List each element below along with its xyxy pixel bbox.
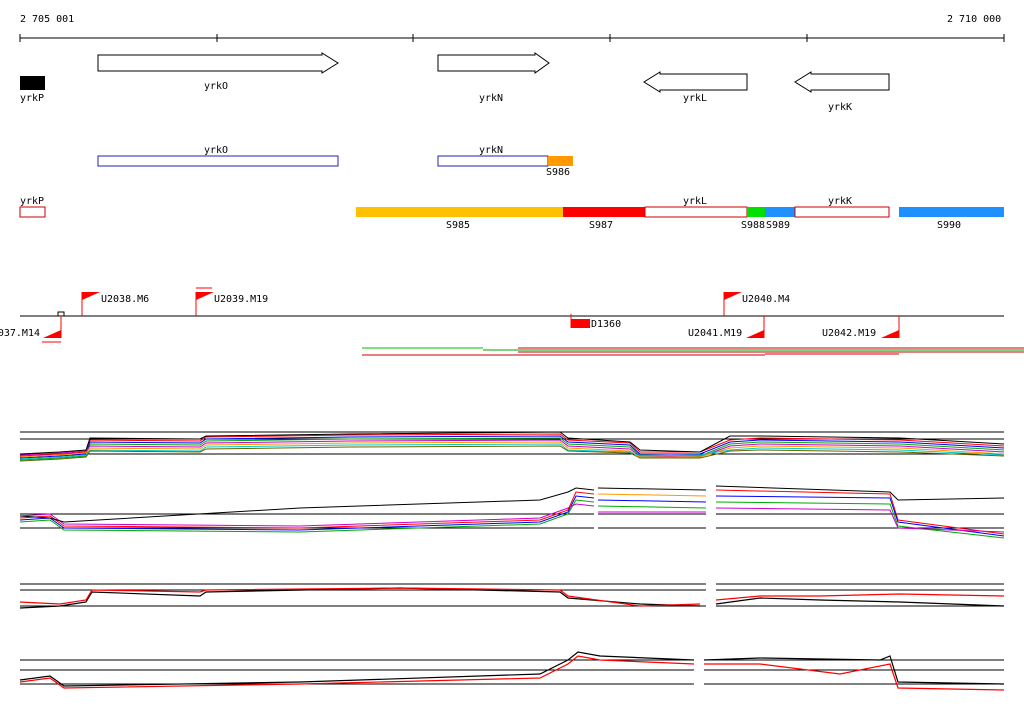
gene-yrkN[interactable] — [437, 52, 550, 74]
segment-S986[interactable] — [548, 156, 573, 166]
gene-label-yrkL: yrkL — [683, 93, 707, 104]
gene-yrkP[interactable] — [20, 76, 45, 90]
expression-curve — [19, 443, 1005, 460]
gene-yrkK[interactable] — [794, 71, 890, 93]
expression-curve — [19, 445, 1005, 462]
promoter-track: U2038.M6 U2039.M19 U2040.M4 U2041.M19 U2… — [0, 287, 1004, 343]
segment-track: yrkP S985 S987 yrkL S988 S989 yrkK S990 — [19, 196, 1004, 231]
flag-icon — [196, 292, 214, 300]
expression-curve — [19, 495, 595, 531]
promoter-label: U2040.M4 — [742, 294, 790, 305]
expression-curve — [19, 487, 595, 523]
expression-curve — [19, 441, 1005, 458]
expression-curve — [19, 491, 595, 529]
segment-label-S988: S988 — [741, 220, 765, 231]
expression-curve — [19, 439, 1005, 458]
expression-curve — [19, 499, 595, 533]
expression-mean-curve — [703, 655, 1005, 685]
segment-S987[interactable] — [563, 207, 645, 217]
segment-label-S985: S985 — [446, 220, 470, 231]
ruler-start-label: 2 705 001 — [20, 14, 74, 25]
expression-curve — [19, 431, 1005, 455]
flag-icon — [43, 330, 61, 338]
promoter-label: U2037.M14 — [0, 328, 40, 339]
segment-S985[interactable] — [356, 207, 563, 217]
coordinate-ruler: 2 705 001 2 710 000 — [19, 14, 1005, 42]
gene-label-yrkK: yrkK — [828, 102, 852, 113]
cds-yrkO[interactable] — [97, 155, 339, 167]
promoter-label: U2041.M19 — [688, 328, 742, 339]
promoter-U2038.M6[interactable]: U2038.M6 — [81, 292, 149, 316]
expression-curve — [715, 485, 1005, 501]
utr-yrkP[interactable] — [19, 206, 46, 218]
promoter-label: U2039.M19 — [214, 294, 268, 305]
segment-S989[interactable] — [765, 207, 795, 217]
expression-alt-curve — [19, 587, 701, 607]
expression-mean-curve — [19, 587, 701, 609]
flag-icon — [82, 292, 100, 300]
expression-curve — [715, 507, 1005, 533]
expression-curve — [715, 489, 1005, 535]
ruler-end-label: 2 710 000 — [947, 14, 1001, 25]
expression-curve — [597, 505, 707, 509]
expression-curve — [19, 503, 595, 527]
utr-yrkL[interactable] — [644, 206, 748, 218]
promoter-U2037.M14[interactable]: U2037.M14 — [0, 316, 62, 343]
expression-curve — [715, 501, 1005, 539]
segment-S990[interactable] — [899, 207, 1004, 217]
segment-label-S989: S989 — [766, 220, 790, 231]
gene-yrkO[interactable] — [97, 52, 339, 74]
cds-yrkN[interactable] — [437, 155, 549, 167]
expression-curve — [715, 495, 1005, 537]
utr-label-yrkK: yrkK — [828, 196, 852, 207]
expression-panel-forward-mean — [19, 583, 1005, 609]
promoter-U2039.M19[interactable]: U2039.M19 — [195, 287, 268, 316]
segment-label-S987: S987 — [589, 220, 613, 231]
promoter-signal-step — [20, 311, 65, 317]
flag-icon — [746, 330, 764, 338]
cds-label-yrkO: yrkO — [204, 145, 228, 156]
gene-yrkL[interactable] — [643, 71, 748, 93]
cds-track: yrkO yrkN S986 — [97, 145, 573, 178]
expression-panel-reverse-mean — [19, 651, 1005, 691]
utr-label-yrkP: yrkP — [20, 196, 44, 207]
expression-alt-curve — [715, 593, 1005, 601]
expression-curve — [597, 499, 707, 503]
expression-curve — [19, 433, 1005, 457]
gene-label-yrkO: yrkO — [204, 81, 228, 92]
expression-alt-curve — [19, 655, 695, 689]
promoter-label: U2038.M6 — [101, 294, 149, 305]
segment-S988[interactable] — [747, 207, 765, 217]
segment-label-S986: S986 — [546, 167, 570, 178]
promoter-U2042.M19[interactable]: U2042.M19 — [822, 316, 900, 339]
expression-alt-curve — [704, 663, 1005, 691]
flag-icon — [881, 330, 899, 338]
segment-label-S990: S990 — [937, 220, 961, 231]
terminator-D1360[interactable]: D1360 — [570, 314, 621, 330]
utr-label-yrkL: yrkL — [683, 196, 707, 207]
expression-mean-curve — [715, 597, 1005, 607]
expression-panel-forward-all — [19, 431, 1005, 462]
promoter-label: U2042.M19 — [822, 328, 876, 339]
expression-curve — [597, 493, 707, 497]
gene-track: yrkP yrkO yrkN yrkL yrkK — [20, 52, 890, 113]
promoter-U2040.M4[interactable]: U2040.M4 — [723, 292, 790, 316]
expression-mean-curve — [19, 651, 695, 687]
utr-yrkK[interactable] — [794, 206, 890, 218]
flag-icon — [724, 292, 742, 300]
expression-panel-reverse-all — [19, 485, 1005, 539]
gene-label-yrkP: yrkP — [20, 93, 44, 104]
transcript-lines — [362, 347, 1024, 356]
terminator-label: D1360 — [591, 319, 621, 330]
gene-label-yrkN: yrkN — [479, 93, 503, 104]
promoter-U2041.M19[interactable]: U2041.M19 — [688, 316, 765, 339]
expression-curve — [597, 487, 707, 491]
cds-label-yrkN: yrkN — [479, 145, 503, 156]
